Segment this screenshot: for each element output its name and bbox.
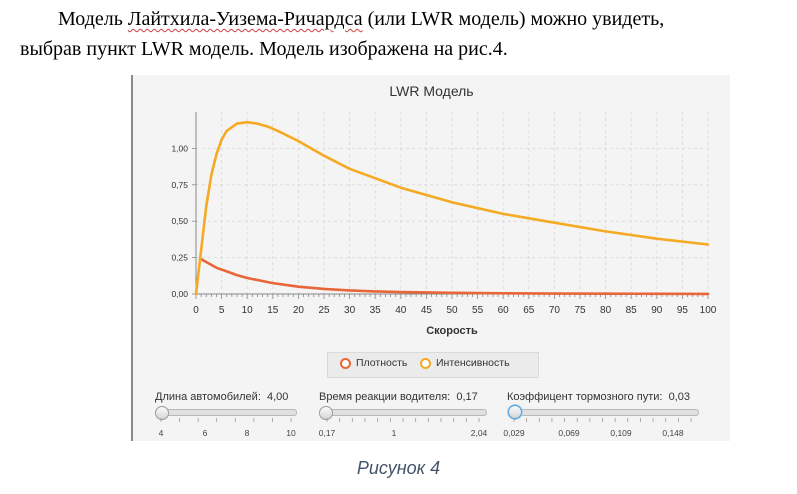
- x-tick-label: 90: [651, 305, 663, 316]
- car-length-label: Длина автомобилей: 4,00: [155, 391, 288, 403]
- car-length-track[interactable]: [157, 409, 297, 416]
- figure-caption: Рисунок 4: [356, 458, 441, 478]
- chart-legend: Плотность Интенсивность: [327, 352, 539, 378]
- x-tick-label: 45: [421, 305, 433, 316]
- y-tick-label: 0,75: [171, 180, 188, 190]
- lwr-model-window: LWR Модель 0 5 10 15 20 25 30 35 40 45 50 55 60 65 70 7…: [131, 75, 730, 441]
- braking-coefficient-track[interactable]: [511, 409, 699, 416]
- slider-value: 0,17: [456, 391, 478, 403]
- x-tick-label: 15: [267, 305, 279, 316]
- misspelled-word: Лайтхила-Уизема-Ричардса: [127, 8, 363, 30]
- paragraph-line-2: выбрав пункт LWR модель. Модель изображе…: [20, 38, 508, 60]
- reaction-time-slider-thumb[interactable]: [319, 406, 333, 420]
- slider-tick-label: 0,029: [503, 428, 525, 438]
- series-line-intensity: [194, 120, 710, 296]
- slider-tick-label: 10: [286, 428, 296, 438]
- legend-label: Интенсивность: [436, 357, 510, 369]
- slider-tick-label: 0,069: [558, 428, 580, 438]
- slider-tick-label: 0,17: [318, 428, 336, 438]
- x-tick-label: 25: [318, 305, 330, 316]
- line-chart: 0 5 10 15 20 25 30 35 40 45 50 55 60 65 70 75 80 85 90 95 10…: [171, 112, 717, 337]
- x-tick-label: 65: [523, 305, 535, 316]
- paragraph-text: (или LWR модель) можно увидеть,: [362, 8, 665, 30]
- slider-tick-label: 4: [158, 428, 164, 438]
- x-tick-label: 85: [626, 305, 638, 316]
- x-tick-label: 60: [498, 305, 510, 316]
- circle-marker-icon: [340, 357, 351, 369]
- slider-tick-label: 8: [244, 428, 250, 438]
- x-tick-label: 10: [242, 305, 254, 316]
- car-length-slider-thumb[interactable]: [155, 406, 169, 420]
- slider-tick-label: 6: [202, 428, 208, 438]
- x-tick-label: 55: [472, 305, 484, 316]
- slider-value: 0,03: [668, 391, 690, 403]
- slider-label-text: Время реакции водителя:: [319, 391, 451, 403]
- slider-tick-label: 0,109: [610, 428, 632, 438]
- y-tick-label: 1,00: [171, 143, 188, 153]
- x-tick-label: 30: [344, 305, 356, 316]
- reaction-time-label: Время реакции водителя: 0,17: [319, 391, 478, 403]
- paragraph-text: Модель: [58, 8, 128, 30]
- x-axis-label: Скорость: [426, 325, 478, 337]
- paragraph-line-1: Модель Лайтхила-Уизема-Ричардса (или LWR…: [58, 4, 664, 34]
- slider-tick-label: 0,148: [662, 428, 684, 438]
- x-tick-label: 100: [700, 305, 717, 316]
- legend-label: Плотность: [356, 357, 408, 369]
- x-tick-label: 80: [600, 305, 612, 316]
- y-tick-label: 0,00: [171, 289, 188, 299]
- series-line-density: [199, 257, 710, 296]
- x-tick-label: 75: [574, 305, 586, 316]
- x-tick-label: 50: [446, 305, 458, 316]
- legend-item-intensity[interactable]: Интенсивность: [420, 357, 510, 369]
- x-tick-label: 40: [395, 305, 407, 316]
- slider-label-text: Коэффицент тормозного пути:: [507, 391, 663, 403]
- y-tick-label: 0,50: [171, 216, 188, 226]
- slider-tick-label: 2,04: [470, 428, 488, 438]
- circle-marker-icon: [420, 357, 431, 369]
- legend-item-density[interactable]: Плотность: [340, 357, 407, 369]
- x-tick-label: 20: [293, 305, 305, 316]
- chart-title: LWR Модель: [389, 83, 474, 99]
- slider-label-text: Длина автомобилей:: [155, 391, 261, 403]
- slider-tick-label: 1: [391, 428, 397, 438]
- slider-value: 4,00: [267, 391, 289, 403]
- reaction-time-track[interactable]: [321, 409, 487, 416]
- x-tick-label: 95: [677, 305, 689, 316]
- braking-coefficient-label: Коэффицент тормозного пути: 0,03: [507, 391, 690, 403]
- x-tick-label: 35: [370, 305, 382, 316]
- x-tick-label: 5: [219, 305, 225, 316]
- y-tick-label: 0,25: [171, 253, 188, 263]
- x-tick-label: 0: [193, 305, 199, 316]
- x-tick-label: 70: [549, 305, 561, 316]
- braking-coefficient-slider-thumb[interactable]: [508, 405, 522, 419]
